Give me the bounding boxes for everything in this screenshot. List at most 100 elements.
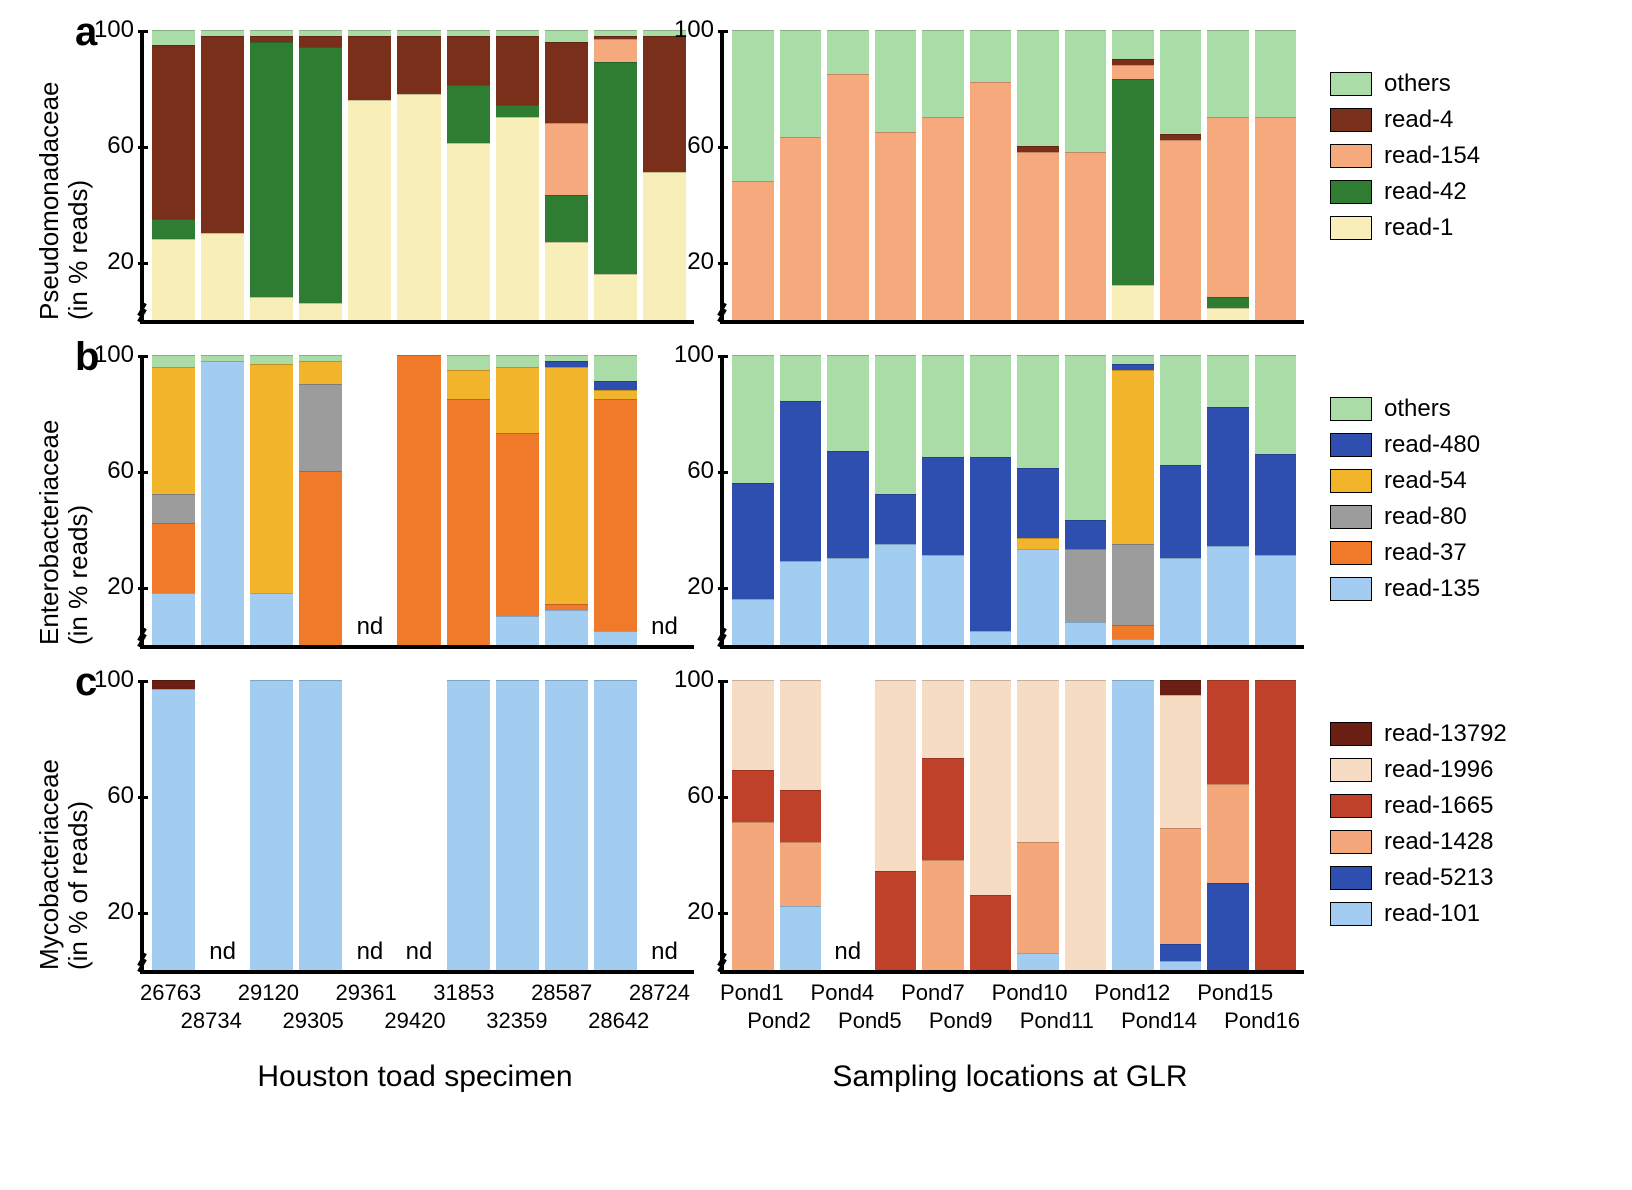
segment-read-42 [496, 105, 539, 117]
xlabel: 28642 [588, 1008, 649, 1034]
segment-read-80 [1112, 544, 1154, 625]
segment-read-1996 [732, 680, 774, 770]
segment-read-480 [827, 451, 869, 558]
legend-swatch [1330, 577, 1372, 601]
bar-column [447, 355, 490, 645]
legend-b: othersread-480read-54read-80read-37read-… [1330, 395, 1480, 611]
bar-column [1112, 30, 1154, 320]
segment-others [827, 355, 869, 451]
xlabel: 32359 [486, 1008, 547, 1034]
legend-item: read-101 [1330, 900, 1507, 928]
segment-read-1428 [1160, 828, 1202, 944]
chart-c-left: 2060100ndndndnd [140, 680, 694, 974]
segment-read-42 [447, 85, 490, 143]
bar-column [1160, 30, 1202, 320]
bar-column [1255, 30, 1297, 320]
bar-column [1065, 355, 1107, 645]
segment-read-1996 [1160, 695, 1202, 828]
segment-read-154 [970, 82, 1012, 320]
xlabel [140, 1008, 181, 1034]
segment-read-1 [152, 239, 195, 320]
bar-column: nd [397, 680, 440, 970]
xlabel: Pond5 [838, 1008, 902, 1034]
bar-column [447, 680, 490, 970]
segment-others [732, 30, 774, 181]
legend-item: read-480 [1330, 431, 1480, 459]
bar-column [250, 355, 293, 645]
segment-read-154 [594, 39, 637, 62]
segment-read-135 [827, 558, 869, 645]
bar-column [780, 30, 822, 320]
segment-read-480 [1017, 468, 1059, 538]
segment-read-480 [922, 457, 964, 556]
legend-swatch [1330, 469, 1372, 493]
ytick: 100 [674, 341, 724, 369]
segment-read-101 [780, 906, 822, 970]
bar-column [1112, 680, 1154, 970]
xlabel: 29120 [238, 980, 299, 1006]
xlabel: Pond2 [747, 1008, 811, 1034]
segment-read-54 [299, 361, 342, 384]
segment-read-101 [1160, 961, 1202, 970]
segment-read-1665 [922, 758, 964, 860]
legend-item: read-1665 [1330, 792, 1507, 820]
xlabel: Pond4 [811, 980, 875, 1006]
segment-others [875, 30, 917, 132]
xlabel [397, 980, 434, 1006]
segment-read-1 [299, 303, 342, 320]
legend-swatch [1330, 830, 1372, 854]
segment-read-135 [1160, 558, 1202, 645]
segment-others [827, 30, 869, 74]
segment-others [545, 30, 588, 42]
bar-column [1255, 680, 1297, 970]
bar-column [299, 355, 342, 645]
bar-column [594, 355, 637, 645]
segment-read-154 [1017, 152, 1059, 320]
bar-column [397, 355, 440, 645]
segment-read-42 [1207, 297, 1249, 309]
bar-column [1017, 30, 1059, 320]
segment-others [732, 355, 774, 483]
legend-item: read-13792 [1330, 720, 1507, 748]
segment-read-154 [1207, 117, 1249, 297]
segment-read-13792 [152, 680, 195, 689]
segment-read-1665 [780, 790, 822, 842]
segment-others [970, 30, 1012, 82]
xlabel [547, 1008, 588, 1034]
segment-read-80 [152, 494, 195, 523]
chart-a-left: 2060100 [140, 30, 694, 324]
segment-read-37 [1112, 625, 1154, 640]
bar-column [827, 355, 869, 645]
bar-column [780, 355, 822, 645]
segment-others [922, 355, 964, 457]
legend-label: read-4 [1384, 106, 1453, 134]
segment-others [1112, 355, 1154, 364]
bar-column: nd [643, 355, 686, 645]
legend-swatch [1330, 397, 1372, 421]
legend-swatch [1330, 180, 1372, 204]
legend-label: read-154 [1384, 142, 1480, 170]
bar-column: nd [348, 680, 391, 970]
xlabel [902, 1008, 929, 1034]
bar-column [922, 355, 964, 645]
legend-swatch [1330, 758, 1372, 782]
segment-read-1665 [1207, 680, 1249, 784]
segment-others [1065, 355, 1107, 520]
bar-column [496, 355, 539, 645]
segment-read-154 [732, 181, 774, 320]
segment-read-101 [447, 680, 490, 970]
legend-label: read-13792 [1384, 720, 1507, 748]
segment-read-54 [152, 367, 195, 495]
bar-column [594, 30, 637, 320]
segment-read-4 [496, 36, 539, 106]
segment-others [970, 355, 1012, 457]
legend-swatch [1330, 144, 1372, 168]
segment-read-54 [594, 390, 637, 399]
segment-read-1428 [780, 842, 822, 906]
segment-read-101 [594, 680, 637, 970]
ytitle-a: Pseudomonadaceae(in % reads) [35, 81, 92, 320]
segment-read-135 [594, 631, 637, 646]
legend-item: read-42 [1330, 178, 1480, 206]
segment-read-1665 [732, 770, 774, 822]
xlabel [992, 1008, 1019, 1034]
